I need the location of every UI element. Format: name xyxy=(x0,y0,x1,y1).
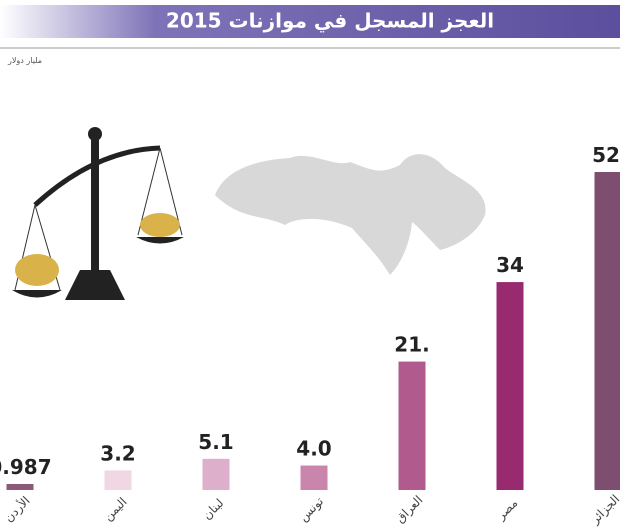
value-label: 52 xyxy=(592,143,620,167)
x-tick-label: تونس xyxy=(296,494,327,525)
bar xyxy=(104,470,132,490)
bar xyxy=(398,361,426,490)
value-label: 34 xyxy=(496,253,524,277)
title-bar xyxy=(0,5,620,38)
bar xyxy=(202,458,230,490)
value-label: 0.987 xyxy=(0,455,52,479)
x-tick-label: الأردن xyxy=(1,493,34,526)
x-tick-label: مصر xyxy=(493,496,521,524)
map-decoration xyxy=(215,154,486,275)
value-label: 21. xyxy=(394,333,429,357)
value-label: 5.1 xyxy=(198,430,233,454)
bar xyxy=(6,483,34,490)
bar xyxy=(300,465,328,490)
x-tick-label: لبنان xyxy=(200,496,226,522)
x-tick-label: العراق xyxy=(393,493,426,526)
unit-label: مليار دولار xyxy=(7,56,42,65)
value-label: 3.2 xyxy=(100,441,135,465)
chart-title: العجز المسجل في موازنات 2015 xyxy=(166,9,494,34)
bar xyxy=(594,172,620,490)
bar xyxy=(496,282,524,490)
x-tick-label: اليمن xyxy=(101,495,130,524)
x-tick-label: الجزائر xyxy=(587,492,620,528)
scale-decoration xyxy=(12,127,184,300)
value-label: 4.0 xyxy=(296,437,331,461)
